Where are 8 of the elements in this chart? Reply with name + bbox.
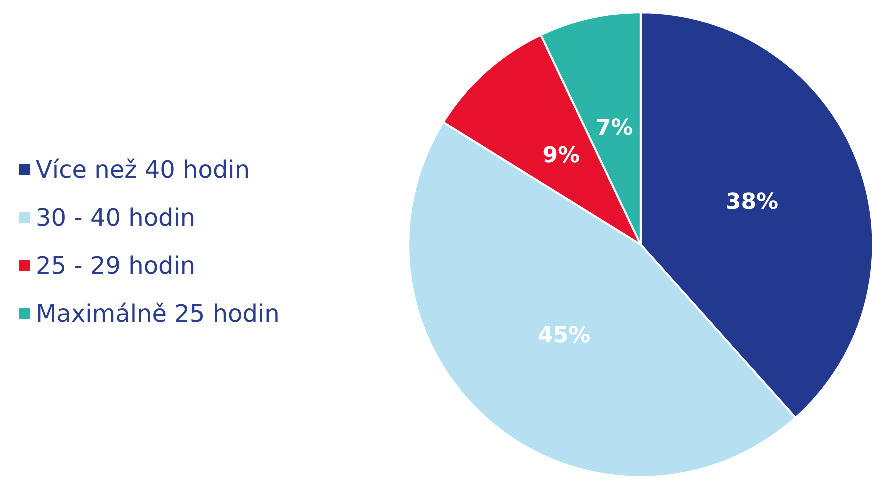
data-label: 45% [538, 324, 591, 349]
data-label: 38% [726, 190, 779, 215]
data-label: 9% [542, 144, 580, 169]
data-label: 7% [596, 116, 634, 142]
legend-label: Maximálně 25 hodin [36, 300, 280, 328]
legend-label: 25 - 29 hodin [36, 252, 196, 280]
legend-label: Více než 40 hodin [36, 156, 250, 184]
legend-label: 30 - 40 hodin [36, 204, 196, 232]
